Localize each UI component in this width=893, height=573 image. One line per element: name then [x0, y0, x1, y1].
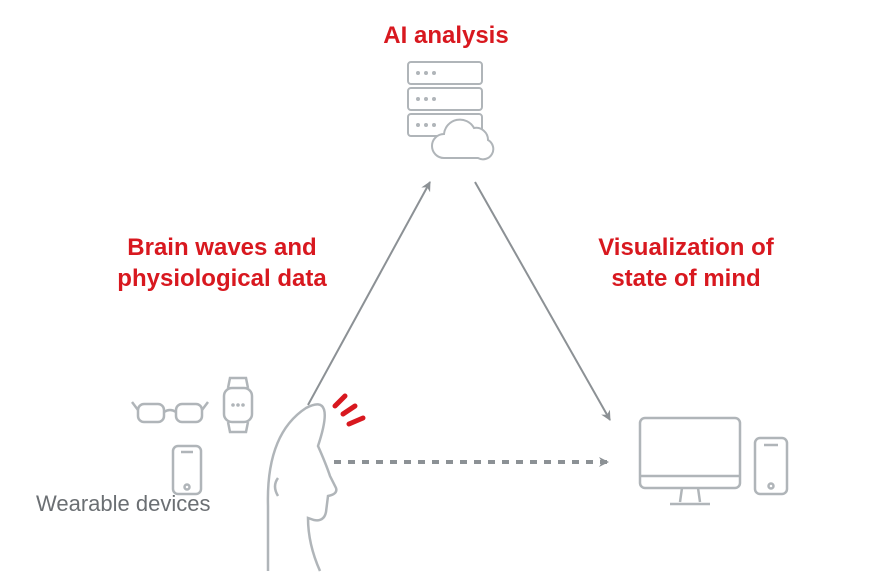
diagram-svg	[0, 0, 893, 573]
servers-cloud-icon	[408, 62, 493, 159]
arrow-left-up	[308, 182, 430, 405]
monitor-icon	[640, 418, 740, 504]
phone-left-icon	[173, 446, 201, 494]
phone-right-icon	[755, 438, 787, 494]
signal-icon	[335, 396, 363, 424]
head-profile-icon	[268, 404, 336, 571]
diagram-canvas: AI analysis Brain waves and physiologica…	[0, 0, 893, 573]
glasses-icon	[132, 402, 208, 422]
smartwatch-icon	[224, 378, 252, 432]
arrow-right-down	[475, 182, 610, 420]
